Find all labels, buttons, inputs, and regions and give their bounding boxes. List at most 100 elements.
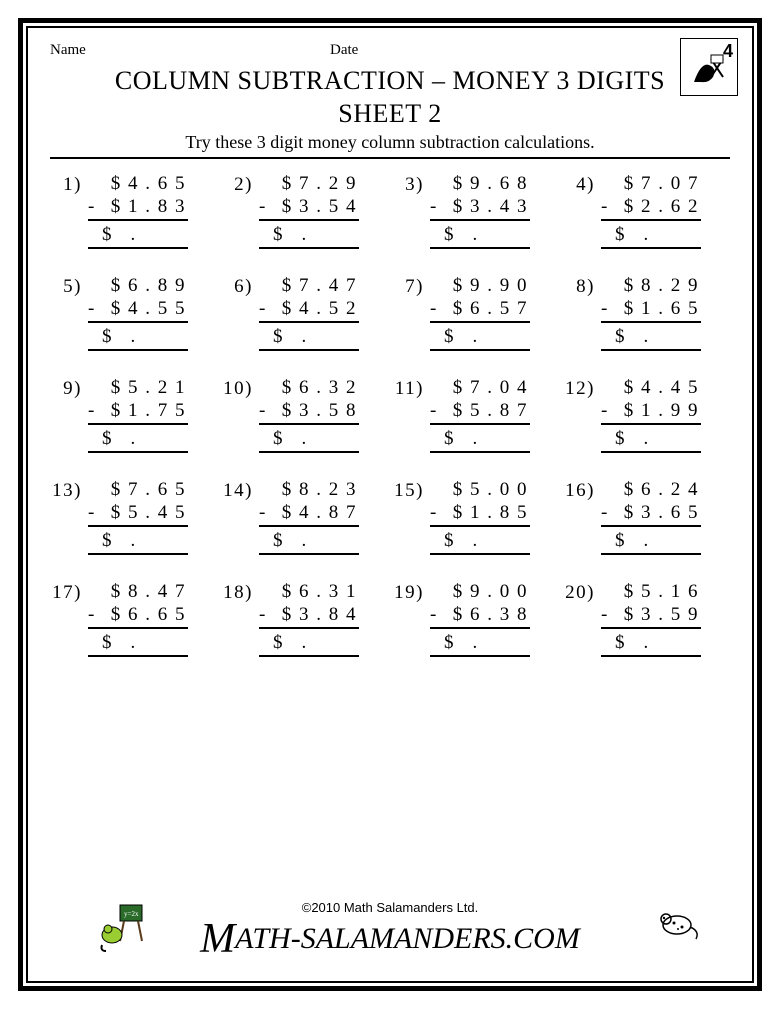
answer-dot: . — [626, 530, 650, 551]
answer-dot: . — [455, 632, 479, 653]
problem-number: 10) — [221, 377, 259, 453]
problem: 11)$ 7 . 0 4-$ 5 . 8 7$. — [392, 377, 559, 453]
subtrahend-row: -$ 2 . 6 2 — [601, 196, 701, 221]
answer-dollar: $ — [261, 632, 284, 653]
minus-sign: - — [601, 502, 613, 524]
minuend: $ 5 . 0 0 — [430, 479, 530, 501]
problem-number: 4) — [563, 173, 601, 249]
answer-row: $. — [430, 529, 530, 555]
answer-row: $. — [88, 427, 188, 453]
problem-number: 5) — [50, 275, 88, 351]
answer-dollar: $ — [432, 428, 455, 449]
minus-sign: - — [601, 400, 613, 422]
subtrahend-row: -$ 3 . 5 8 — [259, 400, 359, 425]
problem: 9)$ 5 . 2 1-$ 1 . 7 5 $. — [50, 377, 217, 453]
minus-sign: - — [259, 400, 271, 422]
answer-row: $. — [88, 631, 188, 657]
problem-body: $ 7 . 0 7-$ 2 . 6 2$. — [601, 173, 701, 249]
answer-dot: . — [455, 326, 479, 347]
subtrahend-row: -$ 1 . 9 9 — [601, 400, 701, 425]
subtrahend-row: -$ 3 . 5 4 — [259, 196, 359, 221]
answer-row: $. — [88, 325, 188, 351]
answer-dot: . — [113, 530, 137, 551]
worksheet-title-line1: COLUMN SUBTRACTION – MONEY 3 DIGITS — [50, 65, 730, 98]
inner-border: Name Date 4 COLUMN SUBTRACTION – MONEY 3… — [26, 26, 754, 983]
grade-logo: 4 — [680, 38, 738, 96]
minus-sign: - — [601, 604, 613, 626]
subtrahend: $ 3 . 8 4 — [282, 604, 357, 626]
subtrahend-row: -$ 1 . 8 3 — [88, 196, 188, 221]
subtrahend: $ 1 . 7 5 — [111, 400, 186, 422]
answer-dollar: $ — [432, 530, 455, 551]
answer-row: $. — [259, 325, 359, 351]
minuend: $ 9 . 9 0 — [430, 275, 530, 297]
minus-sign: - — [259, 502, 271, 524]
worksheet-page: Name Date 4 COLUMN SUBTRACTION – MONEY 3… — [0, 0, 780, 1009]
outer-border: Name Date 4 COLUMN SUBTRACTION – MONEY 3… — [18, 18, 762, 991]
subtrahend-row: -$ 3 . 8 4 — [259, 604, 359, 629]
problem-body: $ 8 . 2 3-$ 4 . 8 7$. — [259, 479, 359, 555]
subtrahend: $ 4 . 5 5 — [111, 298, 186, 320]
subtrahend: $ 4 . 8 7 — [282, 502, 357, 524]
answer-dot: . — [113, 326, 137, 347]
answer-dollar: $ — [261, 224, 284, 245]
answer-row: $. — [601, 427, 701, 453]
problem-body: $ 6 . 2 4-$ 3 . 6 5$. — [601, 479, 701, 555]
subtrahend-row: -$ 1 . 8 5 — [430, 502, 530, 527]
answer-dot: . — [626, 326, 650, 347]
site-initial: M — [200, 916, 235, 962]
answer-dollar: $ — [261, 428, 284, 449]
minuend: $ 5 . 1 6 — [601, 581, 701, 603]
subtrahend: $ 1 . 9 9 — [624, 400, 699, 422]
answer-row: $. — [259, 223, 359, 249]
problem-body: $ 4 . 6 5-$ 1 . 8 3$. — [88, 173, 188, 249]
problem-body: $ 9 . 9 0-$ 6 . 5 7$. — [430, 275, 530, 351]
minus-sign: - — [88, 400, 100, 422]
subtrahend: $ 1 . 8 5 — [453, 502, 528, 524]
worksheet-subtitle: Try these 3 digit money column subtracti… — [50, 132, 730, 153]
answer-dollar: $ — [432, 224, 455, 245]
problem: 18)$ 6 . 3 1-$ 3 . 8 4$. — [221, 581, 388, 657]
minuend: $ 4 . 6 5 — [88, 173, 188, 195]
minuend: $ 8 . 2 9 — [601, 275, 701, 297]
problem: 7)$ 9 . 9 0-$ 6 . 5 7$. — [392, 275, 559, 351]
copyright-text: ©2010 Math Salamanders Ltd. — [28, 900, 752, 915]
minus-sign: - — [601, 196, 613, 218]
problem-body: $ 5 . 1 6-$ 3 . 5 9$. — [601, 581, 701, 657]
problem-number: 1) — [50, 173, 88, 249]
problems-grid: 1)$ 4 . 6 5-$ 1 . 8 3$.2)$ 7 . 2 9-$ 3 .… — [50, 173, 730, 657]
minuend: $ 5 . 2 1 — [88, 377, 188, 399]
answer-row: $. — [88, 529, 188, 555]
problem: 16)$ 6 . 2 4-$ 3 . 6 5$. — [563, 479, 730, 555]
answer-dot: . — [455, 428, 479, 449]
problem-number: 18) — [221, 581, 259, 657]
problem-body: $ 6 . 8 9-$ 4 . 5 5$. — [88, 275, 188, 351]
answer-row: $. — [259, 631, 359, 657]
minus-sign: - — [259, 196, 271, 218]
problem: 3)$ 9 . 6 8-$ 3 . 4 3$. — [392, 173, 559, 249]
problem-number: 3) — [392, 173, 430, 249]
minuend: $ 6 . 3 1 — [259, 581, 359, 603]
subtrahend: $ 3 . 5 8 — [282, 400, 357, 422]
subtrahend: $ 6 . 3 8 — [453, 604, 528, 626]
answer-row: $. — [601, 631, 701, 657]
problem: 13)$ 7 . 6 5-$ 5 . 4 5$. — [50, 479, 217, 555]
site-rest: ATH-SALAMANDERS.COM — [235, 922, 580, 955]
minus-sign: - — [430, 400, 442, 422]
minus-sign: - — [88, 502, 100, 524]
answer-row: $. — [430, 631, 530, 657]
worksheet-title-line2: SHEET 2 — [50, 98, 730, 131]
answer-row: $. — [430, 325, 530, 351]
answer-row: $. — [88, 223, 188, 249]
subtrahend-row: -$ 4 . 5 5 — [88, 298, 188, 323]
problem-number: 9) — [50, 377, 88, 453]
answer-dollar: $ — [432, 326, 455, 347]
problem: 10)$ 6 . 3 2-$ 3 . 5 8$. — [221, 377, 388, 453]
minus-sign: - — [88, 298, 100, 320]
answer-dot: . — [284, 326, 308, 347]
minus-sign: - — [259, 298, 271, 320]
answer-row: $. — [259, 529, 359, 555]
problem-number: 7) — [392, 275, 430, 351]
subtrahend-row: -$ 3 . 6 5 — [601, 502, 701, 527]
title-block: COLUMN SUBTRACTION – MONEY 3 DIGITS SHEE… — [50, 65, 730, 159]
